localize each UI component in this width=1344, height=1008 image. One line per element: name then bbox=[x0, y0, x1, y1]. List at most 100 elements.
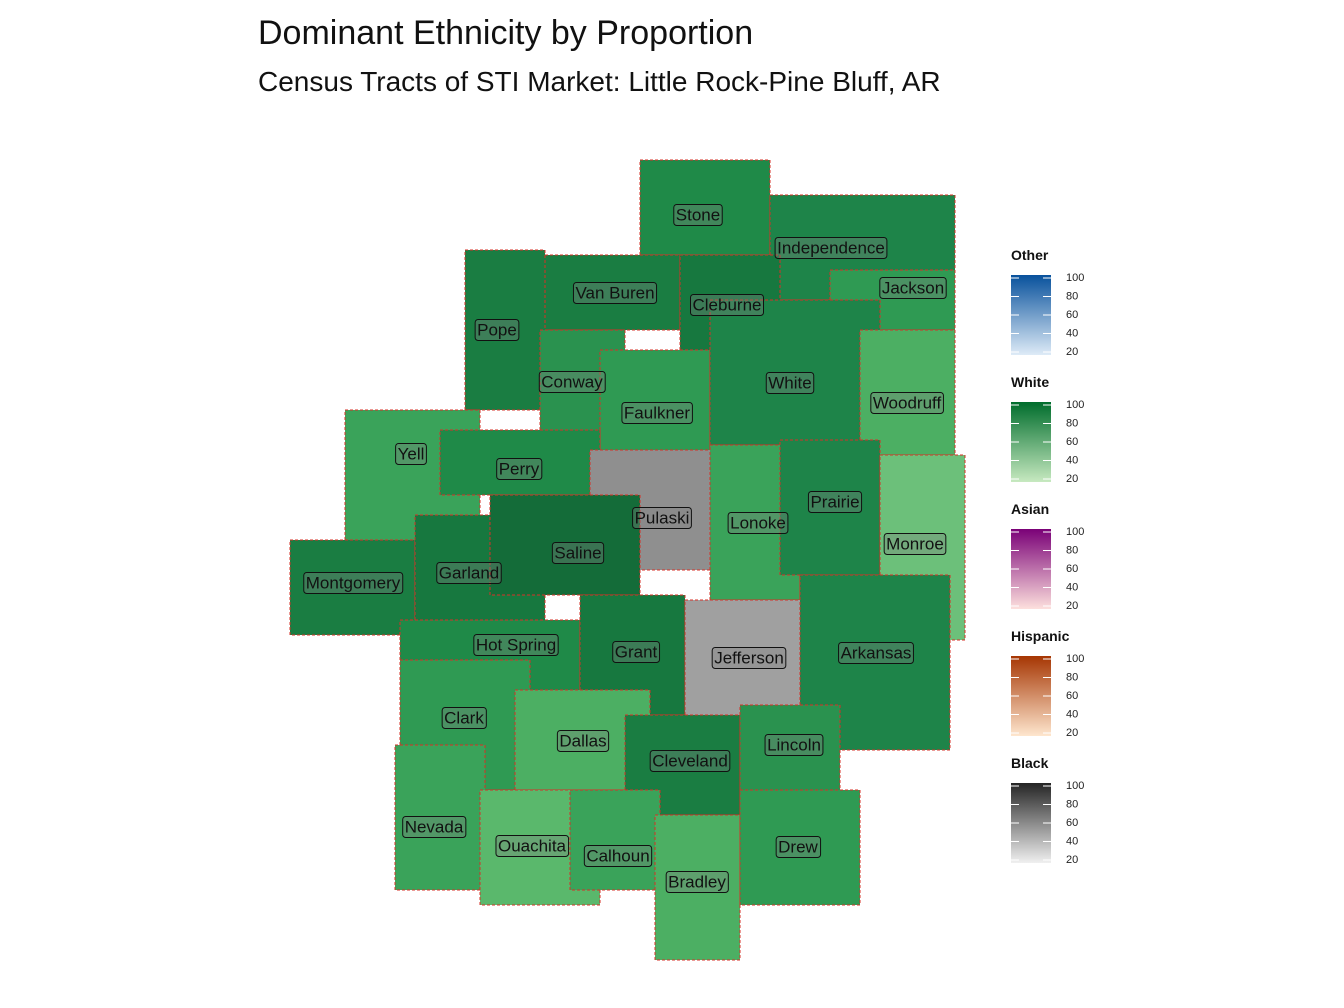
county-name: Perry bbox=[499, 459, 540, 478]
legend-tick-label: 40 bbox=[1066, 835, 1078, 847]
legend-tick-label: 80 bbox=[1066, 290, 1078, 302]
county bbox=[289, 539, 416, 636]
label-box bbox=[496, 457, 543, 480]
legend-tick-label: 60 bbox=[1066, 690, 1078, 702]
label-box bbox=[556, 729, 610, 752]
county-label: Drew bbox=[775, 835, 822, 858]
county-label: Lincoln bbox=[764, 733, 824, 756]
legend-tick-label: 20 bbox=[1066, 473, 1078, 485]
county-name: Dallas bbox=[559, 731, 606, 750]
legend-tick-label: 20 bbox=[1066, 727, 1078, 739]
legend-tick-label: 80 bbox=[1066, 671, 1078, 683]
label-box bbox=[838, 641, 914, 664]
county-label: Dallas bbox=[556, 729, 610, 752]
label-box bbox=[495, 834, 570, 857]
label-box bbox=[474, 318, 520, 341]
county-name: White bbox=[768, 373, 811, 392]
subtitle: Census Tracts of STI Market: Little Rock… bbox=[258, 66, 941, 97]
legend-tick-label: 60 bbox=[1066, 817, 1078, 829]
county-name: Jefferson bbox=[714, 648, 784, 667]
legend-tick-label: 60 bbox=[1066, 436, 1078, 448]
label-box bbox=[583, 844, 653, 867]
county-name: Cleburne bbox=[693, 295, 762, 314]
county-label: Clark bbox=[441, 706, 487, 729]
county-label: Pulaski bbox=[632, 506, 692, 529]
county-name: Saline bbox=[554, 543, 601, 562]
label-box bbox=[441, 706, 487, 729]
label-box bbox=[673, 203, 723, 226]
county-name: Hot Spring bbox=[476, 635, 556, 654]
label-box bbox=[551, 541, 605, 564]
county-name: Prairie bbox=[810, 492, 859, 511]
county-name: Stone bbox=[676, 205, 720, 224]
county-label: Bradley bbox=[665, 870, 729, 893]
county-label: Van Buren bbox=[572, 281, 658, 304]
county-name: Pope bbox=[477, 320, 517, 339]
legend-tick-label: 20 bbox=[1066, 854, 1078, 866]
county-label: Cleveland bbox=[649, 749, 731, 772]
county bbox=[464, 249, 546, 411]
county-label: Garland bbox=[436, 561, 502, 584]
label-box bbox=[870, 391, 944, 414]
label-box bbox=[665, 870, 729, 893]
label-box bbox=[807, 490, 863, 513]
label-box bbox=[649, 749, 731, 772]
label-box bbox=[775, 835, 822, 858]
label-box bbox=[711, 646, 787, 669]
legend: Other 100 80 60 40 20 White 100 80 60 40 20 Asian 100… bbox=[1011, 247, 1084, 866]
title: Dominant Ethnicity by Proportion bbox=[258, 14, 753, 52]
county bbox=[639, 159, 771, 256]
label-box bbox=[765, 371, 815, 394]
legend-tick-label: 60 bbox=[1066, 309, 1078, 321]
label-box bbox=[883, 532, 947, 555]
county-label: White bbox=[765, 371, 815, 394]
county-labels: Stone Independence Van Buren Cleburne Jackso… bbox=[303, 203, 947, 893]
label-box bbox=[727, 511, 789, 534]
county-name: Jackson bbox=[882, 278, 944, 297]
label-box bbox=[764, 733, 824, 756]
county-label: Yell bbox=[395, 442, 427, 465]
county-label: Grant bbox=[612, 640, 661, 663]
legend-tick-label: 60 bbox=[1066, 563, 1078, 575]
legend-tick-label: 100 bbox=[1066, 780, 1084, 792]
county-name: Lincoln bbox=[767, 735, 821, 754]
label-box bbox=[621, 401, 693, 424]
county bbox=[489, 494, 641, 596]
county-label: Jackson bbox=[879, 276, 947, 299]
county-name: Lonoke bbox=[730, 513, 786, 532]
county bbox=[779, 439, 881, 576]
county bbox=[439, 429, 601, 496]
county bbox=[739, 789, 861, 906]
legend-tick-label: 20 bbox=[1066, 600, 1078, 612]
county-name: Van Buren bbox=[575, 283, 654, 302]
county-name: Cleveland bbox=[652, 751, 728, 770]
legend-title: Other bbox=[1011, 247, 1049, 263]
legend-title: Black bbox=[1011, 755, 1049, 771]
legend-title: Hispanic bbox=[1011, 628, 1070, 644]
legend-tick-label: 80 bbox=[1066, 544, 1078, 556]
county-label: Pope bbox=[474, 318, 520, 341]
legend-tick-label: 40 bbox=[1066, 708, 1078, 720]
legend-tick-label: 80 bbox=[1066, 798, 1078, 810]
county-name: Grant bbox=[615, 642, 658, 661]
legend-title: White bbox=[1011, 374, 1049, 390]
map bbox=[289, 159, 966, 961]
county-name: Monroe bbox=[886, 534, 944, 553]
label-box bbox=[402, 815, 467, 838]
legend-tick-label: 100 bbox=[1066, 526, 1084, 538]
county-name: Conway bbox=[541, 372, 603, 391]
legend-tick-label: 40 bbox=[1066, 581, 1078, 593]
county-label: Perry bbox=[496, 457, 543, 480]
county-name: Woodruff bbox=[873, 393, 942, 412]
label-box bbox=[473, 633, 559, 656]
county-label: Jefferson bbox=[711, 646, 787, 669]
label-box bbox=[879, 276, 947, 299]
label-box bbox=[303, 571, 404, 594]
county-label: Hot Spring bbox=[473, 633, 559, 656]
county bbox=[394, 744, 486, 891]
label-box bbox=[612, 640, 661, 663]
county bbox=[569, 789, 661, 891]
county-label: Nevada bbox=[402, 815, 467, 838]
label-box bbox=[538, 370, 606, 393]
